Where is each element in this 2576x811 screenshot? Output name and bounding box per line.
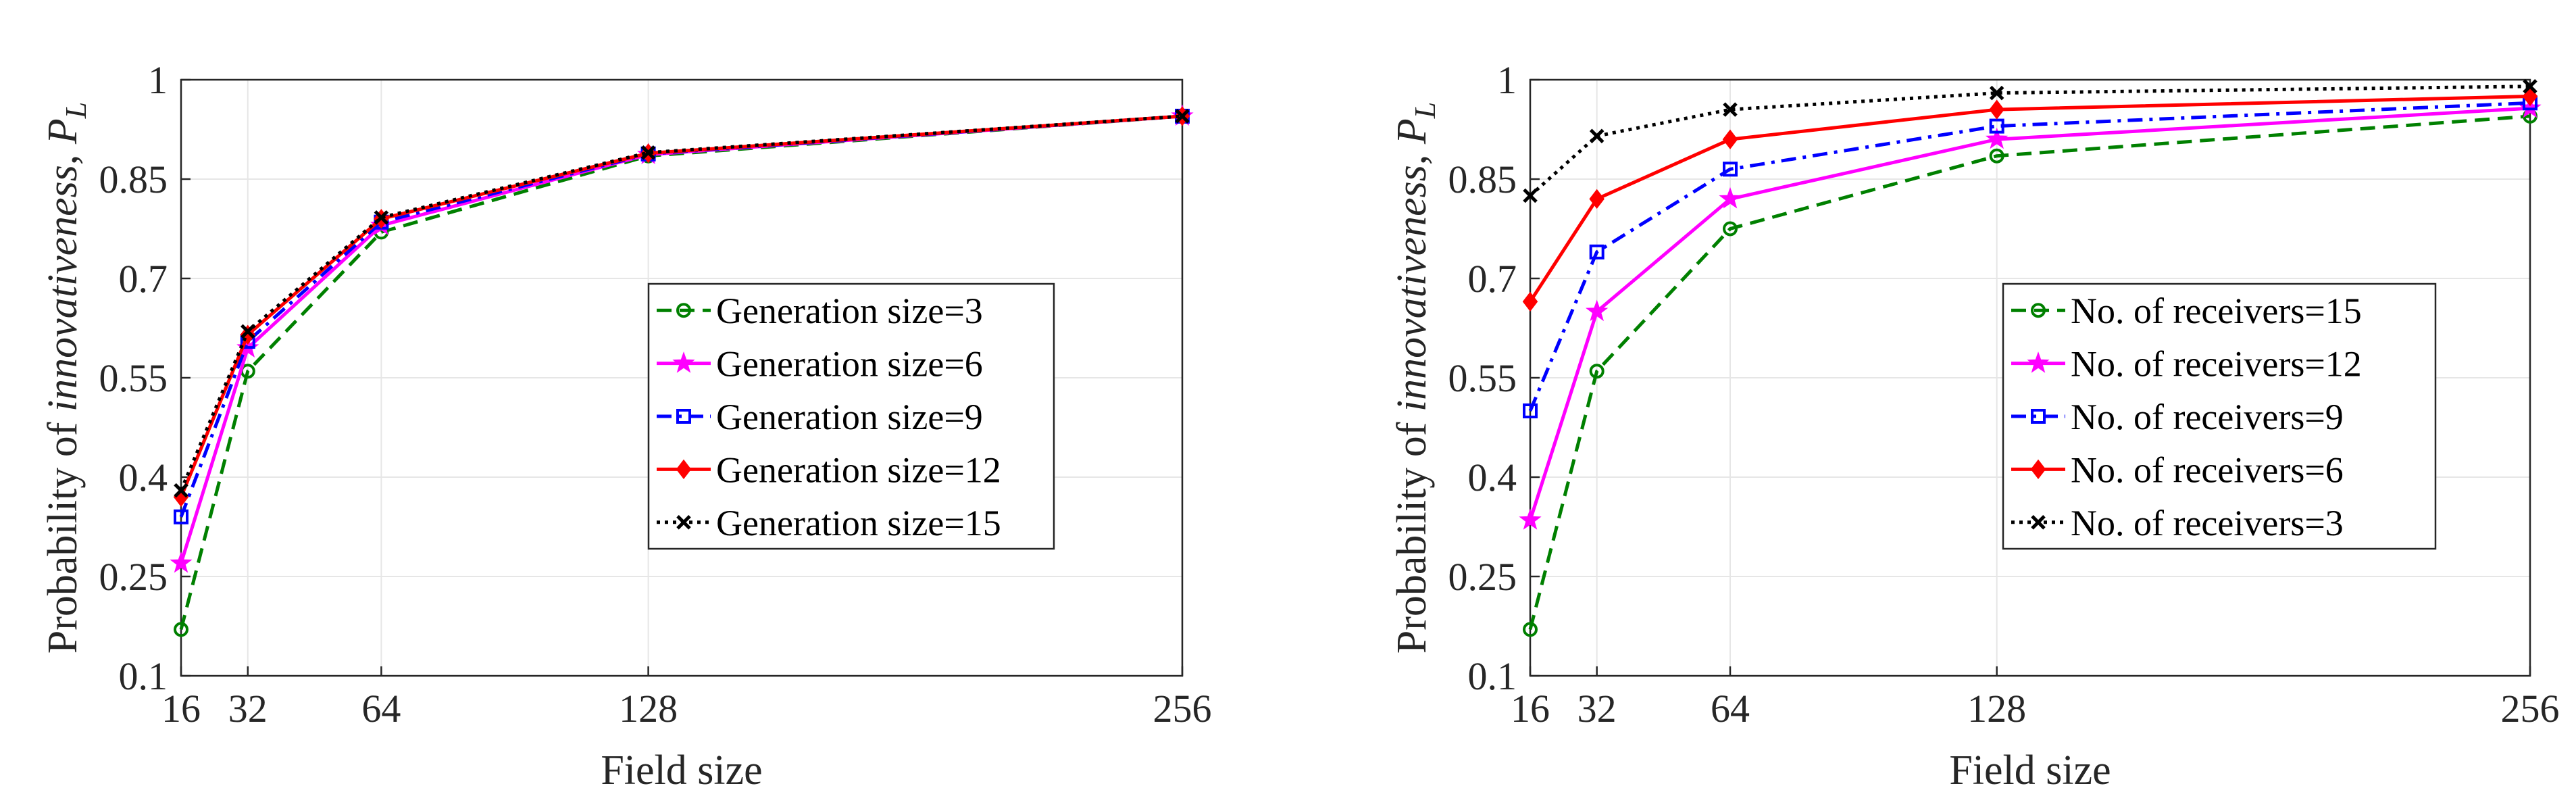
axes-frame — [1529, 78, 2531, 677]
data-point — [2523, 79, 2537, 94]
y-tick-label: 0.4 — [1468, 456, 1517, 499]
legend-marker — [2031, 409, 2046, 424]
y-tick-label: 0.7 — [119, 257, 168, 301]
series-5 — [1523, 79, 2537, 203]
data-point — [241, 324, 255, 339]
chart-1: 0.1 0.25 0.4 0.55 0.7 0.85 1 16 32 64 128 256 Field … — [40, 58, 1212, 793]
legend-marker — [676, 303, 691, 318]
legend-marker — [2030, 459, 2046, 480]
x-tick-label: 16 — [1511, 687, 1550, 731]
data-point — [1589, 364, 1605, 379]
x-tick-label: 64 — [361, 687, 401, 731]
data-point — [1523, 403, 1538, 418]
series-4 — [1522, 86, 2538, 312]
data-point — [1985, 127, 2009, 149]
chart-2: 0.1 0.25 0.4 0.55 0.7 0.85 1 16 32 64 128 256 Field … — [1389, 58, 2560, 793]
y-tick-label: 0.85 — [99, 157, 168, 201]
legend-box — [647, 282, 1055, 550]
legend-label: Generation size=3 — [716, 291, 983, 331]
x-tick-label: 128 — [1967, 687, 2026, 731]
x-tick-label: 32 — [1577, 687, 1617, 731]
legend-marker — [676, 515, 691, 530]
y-tick-label: 0.25 — [1448, 555, 1517, 599]
data-point — [1523, 622, 1538, 637]
x-tick-label: 256 — [2501, 687, 2560, 731]
y-tick-label: 0.55 — [1448, 356, 1517, 400]
legend-label: Generation size=12 — [716, 449, 1001, 490]
data-point — [640, 145, 656, 160]
data-point — [1722, 129, 1738, 149]
y-tick-label: 1 — [148, 58, 168, 102]
data-point — [170, 551, 193, 573]
legend-label: Generation size=6 — [716, 344, 983, 385]
data-point — [1723, 162, 1738, 177]
data-point — [1519, 508, 1542, 530]
series-line — [179, 114, 1183, 631]
y-axis-label: Probability of innovativeness, PL — [40, 102, 93, 654]
data-point — [1989, 85, 2004, 101]
x-tick-label: 256 — [1153, 687, 1212, 731]
legend: No. of receivers=15 No. of receivers=12 No… — [2002, 282, 2437, 550]
series-line — [179, 114, 1183, 491]
data-point — [374, 210, 389, 225]
legend-box — [2002, 282, 2437, 550]
data-point — [1989, 99, 2004, 120]
data-point — [1589, 189, 1605, 210]
series-5 — [174, 109, 1190, 498]
legend-marker — [2027, 351, 2050, 373]
y-tick-label: 0.1 — [1468, 654, 1517, 698]
data-point — [174, 483, 188, 498]
data-point — [1175, 109, 1190, 124]
legend-marker — [2031, 303, 2046, 318]
data-point — [1989, 148, 2004, 164]
data-point — [1719, 187, 1742, 209]
data-point — [174, 509, 188, 524]
legend: Generation size=3 Generation size=6 Genera… — [647, 282, 1055, 550]
legend-label: No. of receivers=9 — [2071, 397, 2344, 437]
data-point — [1589, 244, 1605, 260]
y-axis-label: Probability of innovativeness, PL — [1389, 102, 1442, 654]
data-point — [1989, 118, 2004, 134]
legend-marker — [672, 351, 695, 373]
data-point — [1522, 291, 1538, 312]
x-tick-label: 64 — [1711, 687, 1750, 731]
axes-frame — [180, 78, 1184, 677]
data-point — [174, 622, 188, 637]
x-tick-label: 128 — [619, 687, 678, 731]
data-point — [1523, 188, 1538, 203]
series-line — [1528, 114, 2531, 631]
data-point — [1723, 102, 1738, 117]
y-tick-label: 0.25 — [99, 555, 168, 599]
y-tick-label: 0.85 — [1448, 157, 1517, 201]
series-line — [1529, 84, 2531, 197]
legend-marker — [676, 459, 692, 480]
x-axis-label: Field size — [1949, 747, 2111, 793]
series-line — [1528, 101, 2531, 412]
legend-label: No. of receivers=12 — [2071, 344, 2362, 385]
data-point — [1585, 299, 1609, 322]
x-tick-label: 16 — [161, 687, 201, 731]
x-tick-label: 32 — [228, 687, 268, 731]
y-tick-label: 0.1 — [119, 654, 168, 698]
legend-marker — [2031, 515, 2046, 530]
legend-marker — [676, 409, 691, 424]
legend-label: Generation size=15 — [716, 503, 1001, 543]
y-tick-label: 0.7 — [1468, 257, 1517, 301]
series-2 — [1519, 96, 2542, 530]
y-tick-label: 0.55 — [99, 356, 168, 400]
y-tick-label: 1 — [1497, 58, 1517, 102]
data-point — [1589, 128, 1605, 144]
y-tick-label: 0.4 — [119, 456, 168, 499]
x-axis-label: Field size — [601, 747, 762, 793]
legend-label: No. of receivers=6 — [2071, 449, 2344, 490]
legend-label: Generation size=9 — [716, 397, 983, 437]
data-point — [1723, 221, 1738, 237]
legend-label: No. of receivers=3 — [2071, 503, 2344, 543]
legend-label: No. of receivers=15 — [2071, 291, 2362, 331]
